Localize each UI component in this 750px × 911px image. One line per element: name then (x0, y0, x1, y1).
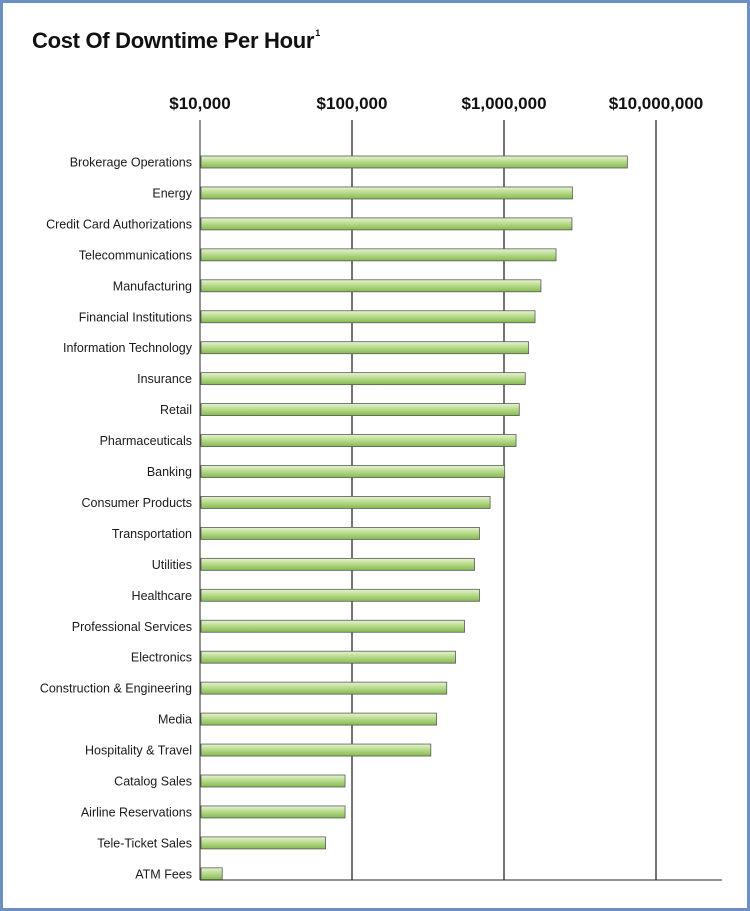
bar (200, 774, 346, 788)
bar (200, 465, 506, 478)
bar (200, 619, 465, 633)
chart-title-text: Cost Of Downtime Per Hour (32, 28, 315, 53)
category-labels: Brokerage Operations Energy Credit Card Au… (40, 156, 193, 882)
bar (200, 434, 517, 447)
x-tick-label: $100,000 (317, 94, 388, 113)
bar (200, 279, 542, 293)
category-label: Hospitality & Travel (85, 744, 192, 758)
category-label: Information Technology (63, 341, 193, 355)
category-label: Financial Institutions (79, 310, 192, 324)
category-label: Pharmaceuticals (100, 434, 192, 448)
x-tick-label: $10,000 (169, 94, 230, 113)
category-label: Professional Services (72, 620, 192, 634)
bar (200, 403, 520, 417)
bar (200, 588, 480, 602)
bar (200, 557, 475, 571)
bar (200, 310, 536, 324)
category-label: Construction & Engineering (40, 682, 192, 696)
x-tick-label: $1,000,000 (461, 94, 546, 113)
bar (200, 681, 448, 695)
bar (200, 248, 557, 262)
category-label: Manufacturing (113, 279, 192, 293)
category-label: Brokerage Operations (70, 156, 192, 170)
x-tick-label: $10,000,000 (609, 94, 704, 113)
category-label: Healthcare (132, 589, 192, 603)
category-label: Transportation (112, 527, 192, 541)
category-label: Airline Reservations (81, 805, 192, 819)
chart-title: Cost Of Downtime Per Hour1 (32, 28, 320, 54)
x-axis-tick-labels: $10,000 $100,000 $1,000,000 $10,000,000 (169, 94, 703, 113)
category-label: Telecommunications (79, 248, 192, 262)
bar (200, 372, 526, 386)
category-label: Banking (147, 465, 192, 479)
bar (200, 496, 491, 509)
bar (200, 155, 628, 169)
bar (200, 527, 480, 540)
bars (200, 155, 628, 881)
category-label: Insurance (137, 372, 192, 386)
bar (200, 867, 223, 881)
bar (200, 836, 326, 850)
category-label: Utilities (152, 558, 192, 572)
category-label: Media (158, 713, 192, 727)
category-label: ATM Fees (135, 867, 192, 881)
category-label: Electronics (131, 651, 192, 665)
title-footnote-marker: 1 (315, 27, 320, 38)
bar (200, 712, 437, 726)
bar (200, 186, 573, 200)
category-label: Energy (152, 186, 192, 200)
category-label: Retail (160, 403, 192, 417)
bar (200, 650, 456, 664)
category-label: Catalog Sales (114, 775, 192, 789)
category-label: Consumer Products (82, 496, 192, 510)
category-label: Credit Card Authorizations (46, 217, 192, 231)
bar (200, 217, 573, 231)
bar (200, 805, 346, 819)
bar (200, 341, 529, 355)
bar (200, 743, 432, 757)
category-label: Tele-Ticket Sales (97, 836, 192, 850)
